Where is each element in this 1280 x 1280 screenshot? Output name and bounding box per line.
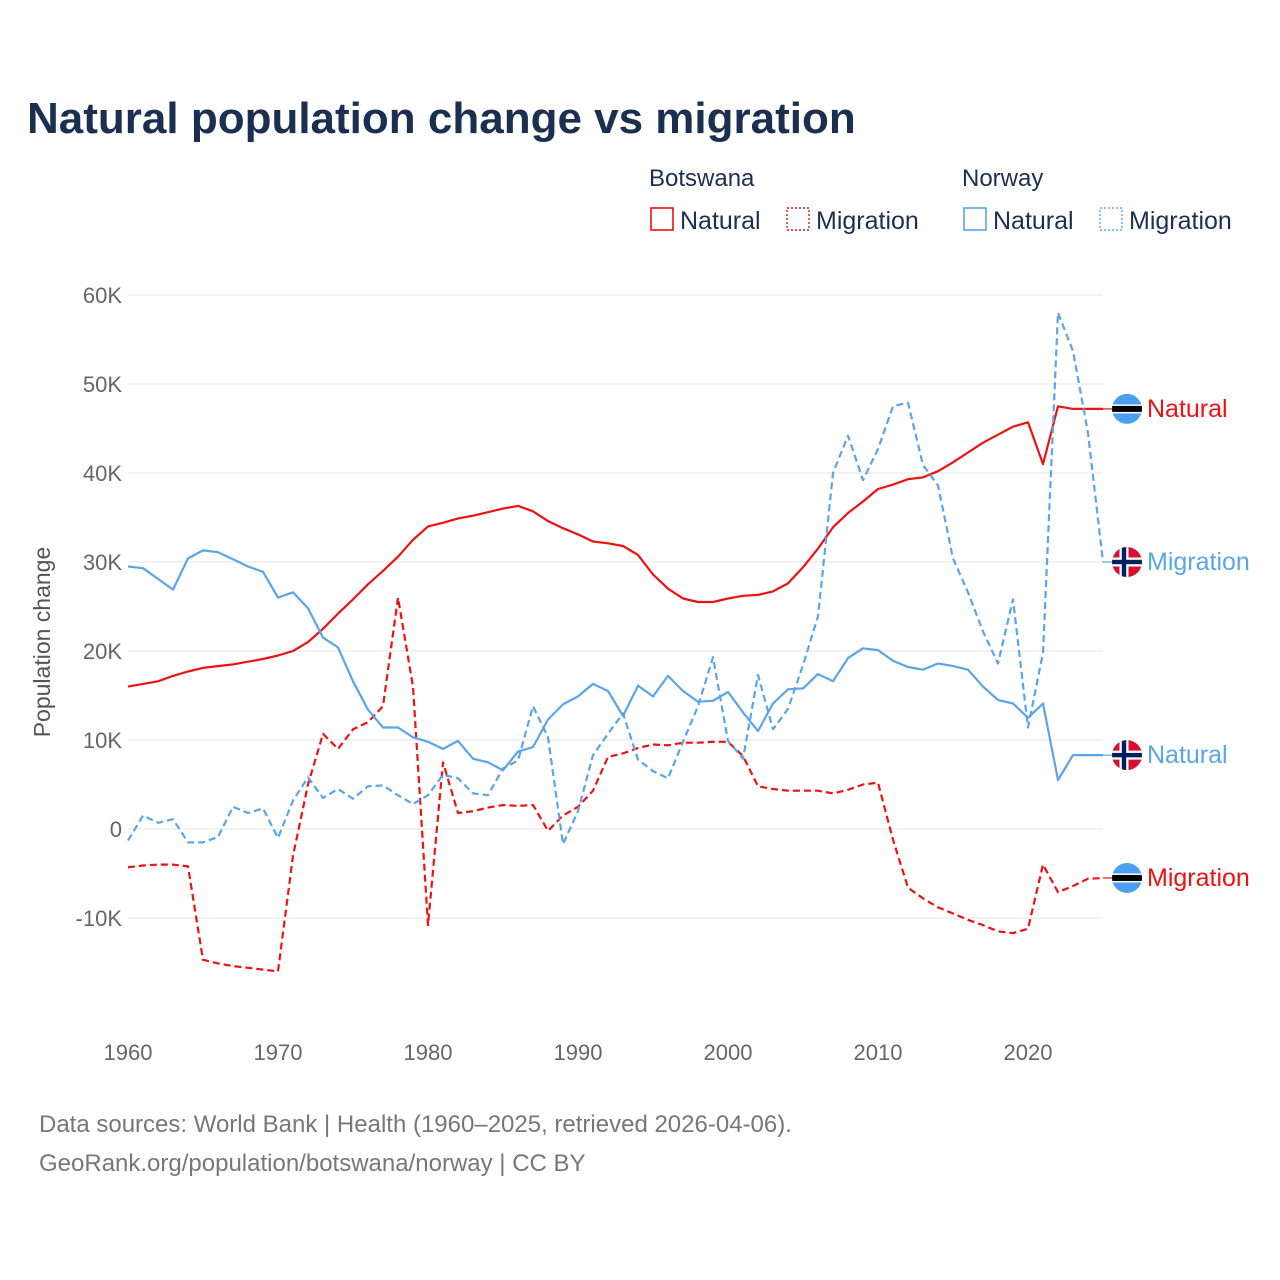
y-axis: -10K 0 10K 20K 30K 40K 50K 60K — [76, 283, 123, 931]
footer-credit: GeoRank.org/population/botswana/norway |… — [39, 1150, 586, 1177]
legend: Botswana Natural Migration Norway Natura… — [649, 165, 1232, 235]
legend-label-norway-natural: Natural — [993, 207, 1074, 235]
series-line-norway-natural — [127, 549, 1103, 782]
x-tick-label: 2010 — [854, 1040, 903, 1065]
end-label-botswana-natural: Natural — [1147, 395, 1228, 423]
x-tick-label: 2020 — [1004, 1040, 1053, 1065]
x-tick-label: 2000 — [704, 1040, 753, 1065]
legend-swatch-botswana-natural — [650, 207, 674, 231]
legend-label-botswana-natural: Natural — [680, 207, 761, 235]
legend-swatch-norway-natural — [963, 207, 987, 231]
botswana-flag-icon — [1112, 393, 1142, 424]
x-tick-label: 1990 — [554, 1040, 603, 1065]
botswana-flag-icon — [1112, 862, 1142, 893]
norway-flag-icon — [1112, 547, 1142, 577]
legend-label-botswana-migration: Migration — [816, 207, 919, 235]
end-labels: Natural Migration Natural Migration — [1103, 393, 1250, 893]
legend-group-botswana: Botswana — [649, 165, 755, 192]
end-label-botswana-migration: Migration — [1147, 864, 1250, 892]
norway-flag-icon — [1112, 740, 1142, 771]
y-tick-label: 20K — [83, 639, 122, 664]
series-lines — [127, 311, 1105, 973]
chart-title: Natural population change vs migration — [27, 94, 856, 143]
end-label-norway-migration: Migration — [1147, 548, 1250, 576]
y-axis-label: Population change — [29, 547, 55, 738]
footer-sources: Data sources: World Bank | Health (1960–… — [39, 1111, 792, 1138]
grid — [128, 294, 1103, 919]
x-tick-label: 1970 — [254, 1040, 303, 1065]
y-tick-label: 60K — [83, 283, 122, 308]
series-line-botswana-natural — [127, 405, 1103, 688]
legend-label-norway-migration: Migration — [1129, 207, 1232, 235]
series-line-norway-migration — [127, 311, 1105, 846]
end-label-norway-natural: Natural — [1147, 741, 1228, 769]
y-tick-label: 10K — [83, 728, 122, 753]
x-axis: 1960 1970 1980 1990 2000 2010 2020 — [104, 1040, 1053, 1065]
legend-group-norway: Norway — [962, 165, 1043, 192]
x-tick-label: 1960 — [104, 1040, 153, 1065]
y-tick-label: 0 — [110, 817, 122, 842]
series-line-botswana-migration — [127, 596, 1104, 973]
legend-swatch-norway-migration — [1099, 207, 1123, 231]
y-tick-label: 50K — [83, 372, 122, 397]
legend-swatch-botswana-migration — [786, 207, 810, 231]
y-tick-label: -10K — [76, 906, 123, 931]
y-tick-label: 30K — [83, 550, 122, 575]
x-tick-label: 1980 — [404, 1040, 453, 1065]
y-tick-label: 40K — [83, 461, 122, 486]
